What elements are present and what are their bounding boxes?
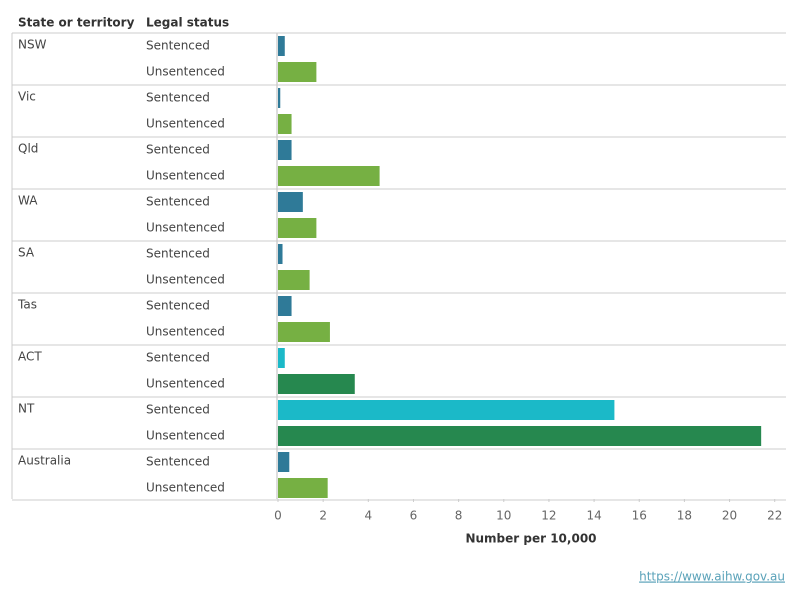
series-label: Sentenced: [146, 143, 210, 157]
bar: [278, 478, 328, 498]
x-tick-label: 4: [364, 509, 372, 523]
bar: [278, 452, 290, 472]
x-tick-label: 12: [541, 509, 556, 523]
series-label: Sentenced: [146, 39, 210, 53]
series-label: Sentenced: [146, 351, 210, 365]
category-label: ACT: [18, 350, 42, 364]
bar: [278, 62, 317, 82]
bar: [278, 140, 292, 160]
category-label: WA: [18, 194, 38, 208]
x-tick-label: 10: [496, 509, 511, 523]
x-tick-label: 16: [632, 509, 647, 523]
bar: [278, 244, 283, 264]
series-label: Sentenced: [146, 91, 210, 105]
category-label: Qld: [18, 142, 38, 156]
bar: [278, 88, 281, 108]
series-label: Sentenced: [146, 299, 210, 313]
series-label: Unsentenced: [146, 65, 225, 79]
category-label: Australia: [18, 454, 71, 468]
x-tick-label: 18: [677, 509, 692, 523]
series-label: Sentenced: [146, 247, 210, 261]
series-label: Unsentenced: [146, 221, 225, 235]
category-label: SA: [18, 246, 35, 260]
bar: [278, 36, 285, 56]
series-label: Unsentenced: [146, 481, 225, 495]
series-label: Unsentenced: [146, 169, 225, 183]
x-tick-label: 8: [455, 509, 463, 523]
category-label: Tas: [17, 298, 37, 312]
source-link[interactable]: https://www.aihw.gov.au: [639, 570, 785, 584]
series-label: Sentenced: [146, 403, 210, 417]
category-label: Vic: [18, 90, 36, 104]
bar: [278, 296, 292, 316]
series-label: Sentenced: [146, 455, 210, 469]
series-label: Sentenced: [146, 195, 210, 209]
x-tick-label: 14: [586, 509, 601, 523]
x-tick-label: 20: [722, 509, 737, 523]
category-label: NSW: [18, 38, 47, 52]
bar: [278, 192, 303, 212]
series-header: Legal status: [146, 16, 229, 30]
x-tick-label: 22: [767, 509, 782, 523]
series-label: Unsentenced: [146, 273, 225, 287]
series-label: Unsentenced: [146, 429, 225, 443]
x-tick-label: 0: [274, 509, 282, 523]
x-tick-label: 2: [319, 509, 327, 523]
bar: [278, 426, 762, 446]
bar: [278, 270, 310, 290]
x-axis-label: Number per 10,000: [465, 532, 596, 546]
bar: [278, 114, 292, 134]
bar: [278, 400, 615, 420]
series-label: Unsentenced: [146, 325, 225, 339]
category-header: State or territory: [18, 16, 135, 30]
series-label: Unsentenced: [146, 377, 225, 391]
bar: [278, 218, 317, 238]
bar: [278, 348, 285, 368]
bar: [278, 166, 380, 186]
bar: [278, 374, 355, 394]
series-label: Unsentenced: [146, 117, 225, 131]
category-label: NT: [18, 402, 35, 416]
x-tick-label: 6: [410, 509, 418, 523]
bar: [278, 322, 330, 342]
